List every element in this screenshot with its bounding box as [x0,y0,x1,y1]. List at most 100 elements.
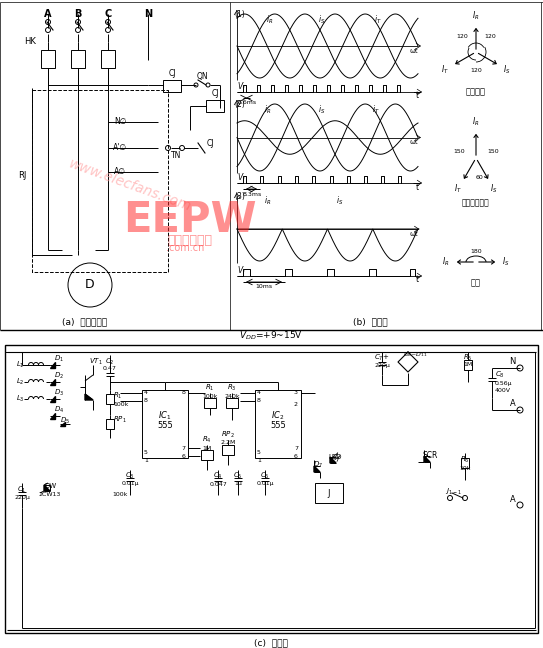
Text: 1: 1 [257,457,261,463]
Text: $L_3$: $L_3$ [16,394,24,404]
Text: 4: 4 [257,391,261,395]
Text: 0.01μ: 0.01μ [256,481,274,487]
Text: 7: 7 [181,446,185,450]
Text: 60: 60 [476,175,484,180]
Bar [163,80,181,92]
Text: TN: TN [171,150,181,159]
Text: $i_R$: $i_R$ [266,14,274,27]
Text: $V_i$: $V_i$ [237,172,245,184]
Text: N: N [144,9,152,19]
Text: 100k: 100k [112,492,128,498]
Circle shape [75,19,80,25]
Text: $i_S$: $i_S$ [318,104,326,116]
Bar [315,483,343,503]
Text: $RP_1$: $RP_1$ [113,415,127,425]
Text: (a)  电气连接图: (a) 电气连接图 [62,318,108,327]
Text: 180: 180 [470,249,482,254]
Text: $i_T$: $i_T$ [372,104,380,116]
Text: 电子产品世界: 电子产品世界 [167,233,212,246]
Text: $VT_1$: $VT_1$ [89,357,103,367]
Polygon shape [424,456,430,462]
Polygon shape [50,362,55,368]
Text: 4: 4 [144,391,148,395]
Text: $R_3$: $R_3$ [227,383,237,393]
Polygon shape [50,379,55,385]
Circle shape [68,263,112,307]
Circle shape [463,496,468,500]
Bar [222,445,234,455]
Text: $C_8$: $C_8$ [495,370,505,380]
Text: 0.047: 0.047 [209,481,227,487]
Text: N∅: N∅ [114,117,126,126]
Text: 6: 6 [181,454,185,459]
Text: $D_1$: $D_1$ [54,354,64,364]
Text: $D_4$: $D_4$ [54,405,64,415]
Text: 2.2M: 2.2M [220,441,236,446]
Text: $V_i$: $V_i$ [237,265,245,277]
Text: 120: 120 [484,34,496,39]
Text: A: A [510,400,516,408]
Bar [41,50,55,68]
Circle shape [46,19,50,25]
Text: $i_S$: $i_S$ [336,195,344,207]
Text: (1): (1) [234,10,245,19]
Text: SCR: SCR [422,450,438,459]
Text: 7: 7 [294,446,298,450]
Text: (2): (2) [234,100,245,108]
Text: $RP_2$: $RP_2$ [221,430,235,440]
Text: .com.cn: .com.cn [166,243,204,253]
Polygon shape [44,485,50,491]
Text: 1M: 1M [203,446,212,450]
Text: $R_6$: $R_6$ [460,455,470,465]
Text: 1μ: 1μ [234,481,242,487]
Text: 0.01μ: 0.01μ [121,481,139,487]
Text: $C_4$: $C_4$ [213,471,223,481]
Circle shape [206,83,210,87]
Text: $C_6$: $C_6$ [260,471,270,481]
Text: 8: 8 [144,399,148,404]
Text: (c)  电路图: (c) 电路图 [254,638,288,647]
Bar [142,390,188,458]
Circle shape [180,146,185,150]
Text: 555: 555 [270,421,286,430]
Text: $I_S$: $I_S$ [502,256,510,268]
Text: $I_R$: $I_R$ [472,10,479,22]
Text: 150: 150 [487,149,499,154]
Text: DW: DW [44,483,56,489]
Text: 100k: 100k [203,393,218,399]
Text: 5: 5 [144,450,148,454]
Text: $C_1$: $C_1$ [17,485,27,495]
Bar [206,100,224,112]
Text: $I_T$: $I_T$ [441,64,449,76]
Text: $C_5$: $C_5$ [233,471,243,481]
Text: 对称状态: 对称状态 [466,87,486,97]
Text: 10k: 10k [459,465,471,470]
Text: 1: 1 [144,457,148,463]
Text: A∅: A∅ [114,167,126,176]
Bar [461,458,469,468]
Text: $C_3$: $C_3$ [125,471,135,481]
Text: $R_5$: $R_5$ [463,353,473,363]
Text: t: t [415,275,419,284]
Circle shape [194,83,198,87]
Text: CJ: CJ [206,139,214,148]
Text: 0.56μ: 0.56μ [495,382,513,386]
Text: $i_S$: $i_S$ [318,14,326,27]
Text: 断相: 断相 [471,279,481,288]
Text: $D_5$: $D_5$ [60,416,70,426]
Text: 400V: 400V [495,389,511,393]
Text: 0.47: 0.47 [103,367,117,371]
Text: 1M: 1M [463,362,472,367]
Circle shape [105,27,110,32]
Text: $D_2$: $D_2$ [54,371,64,381]
Text: $R_4$: $R_4$ [202,435,212,445]
Text: $I_S$: $I_S$ [503,64,511,76]
Text: 240k: 240k [224,393,240,399]
Text: LED: LED [329,454,342,460]
Text: $I_T$: $I_T$ [454,183,462,196]
Text: $V_i$: $V_i$ [237,81,245,93]
Text: $IC_1$: $IC_1$ [158,410,172,422]
Bar [226,398,238,408]
Text: 8: 8 [257,399,261,404]
Text: $R_1$: $R_1$ [113,391,123,401]
